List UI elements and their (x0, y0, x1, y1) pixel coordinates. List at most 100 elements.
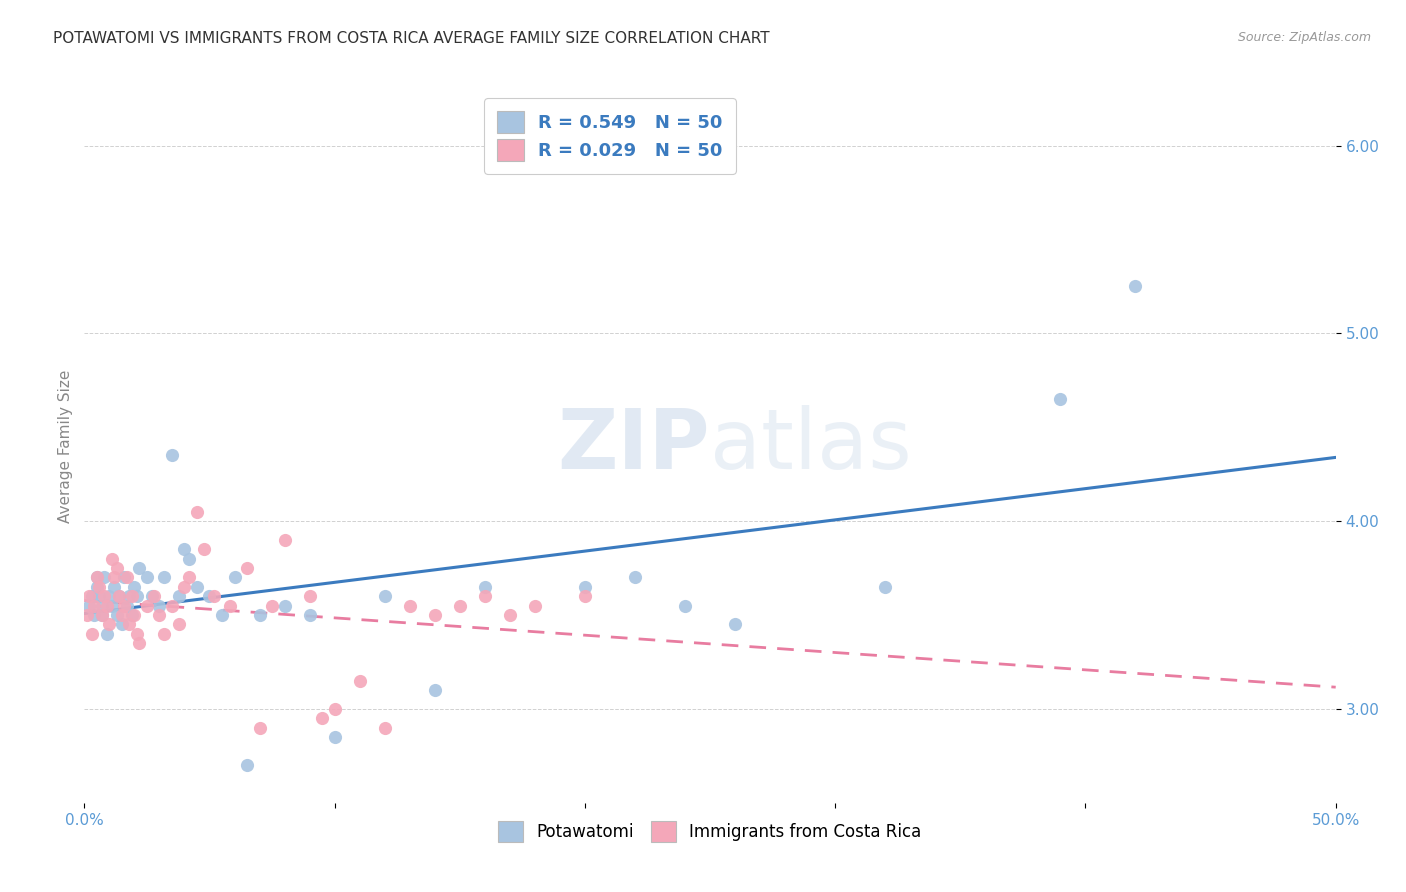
Point (273, 533, 295, 547)
Point (211, 607, 233, 622)
Text: atlas: atlas (710, 406, 911, 486)
Point (105, 607, 128, 622)
Point (143, 589, 166, 603)
Point (449, 599, 471, 613)
Point (141, 589, 163, 603)
Point (875, 580, 897, 594)
Text: ZIP: ZIP (558, 406, 710, 486)
Point (423, 607, 446, 622)
Point (323, 730, 346, 744)
Point (103, 580, 125, 594)
Point (153, 570, 176, 584)
Y-axis label: Average Family Size: Average Family Size (58, 369, 73, 523)
Point (112, 599, 135, 613)
Point (249, 607, 271, 622)
Point (111, 607, 134, 622)
Point (96, 599, 118, 613)
Point (80, 627, 103, 641)
Point (204, 589, 226, 603)
Point (398, 599, 420, 613)
Point (90, 607, 112, 622)
Point (153, 627, 176, 641)
Point (236, 561, 259, 575)
Point (169, 617, 191, 632)
Point (115, 599, 138, 613)
Point (108, 589, 131, 603)
Point (160, 599, 183, 613)
Point (173, 542, 195, 557)
Point (423, 683, 446, 698)
Point (148, 599, 170, 613)
Point (323, 702, 346, 716)
Point (76, 607, 98, 622)
Point (89, 589, 111, 603)
Point (90, 607, 112, 622)
Point (1125, 279, 1147, 293)
Point (103, 570, 125, 584)
Point (93, 589, 115, 603)
Point (124, 607, 146, 622)
Point (121, 589, 143, 603)
Point (101, 551, 124, 566)
Point (128, 636, 150, 650)
Point (273, 599, 295, 613)
Point (218, 599, 240, 613)
Point (160, 449, 183, 463)
Point (249, 721, 271, 735)
Point (89, 580, 111, 594)
Point (124, 580, 146, 594)
Point (374, 721, 396, 735)
Text: Source: ZipAtlas.com: Source: ZipAtlas.com (1237, 31, 1371, 45)
Point (112, 570, 135, 584)
Point (186, 580, 208, 594)
Point (98, 617, 121, 632)
Point (186, 505, 208, 519)
Point (1049, 392, 1071, 406)
Point (673, 599, 696, 613)
Point (523, 599, 546, 613)
Point (86, 580, 108, 594)
Point (262, 599, 284, 613)
Legend: Potawatomi, Immigrants from Costa Rica: Potawatomi, Immigrants from Costa Rica (488, 811, 932, 852)
Point (86, 570, 108, 584)
Point (79, 589, 101, 603)
Point (311, 711, 333, 725)
Point (574, 580, 596, 594)
Point (474, 580, 496, 594)
Point (136, 570, 159, 584)
Point (224, 570, 246, 584)
Point (574, 589, 596, 603)
Point (474, 589, 496, 603)
Point (98, 589, 121, 603)
Point (79, 599, 101, 613)
Point (198, 589, 221, 603)
Point (374, 589, 396, 603)
Point (83, 599, 105, 613)
Point (125, 627, 148, 641)
Point (136, 599, 159, 613)
Point (499, 607, 522, 622)
Point (298, 607, 321, 622)
Point (93, 570, 115, 584)
Point (193, 542, 215, 557)
Point (90, 599, 112, 613)
Point (349, 673, 371, 688)
Point (125, 589, 148, 603)
Point (108, 589, 131, 603)
Point (118, 589, 141, 603)
Point (111, 617, 134, 632)
Point (105, 561, 128, 575)
Point (179, 551, 201, 566)
Point (115, 570, 138, 584)
Point (236, 758, 259, 772)
Point (173, 580, 195, 594)
Point (169, 589, 191, 603)
Point (80, 589, 103, 603)
Point (298, 589, 321, 603)
Point (83, 607, 105, 622)
Point (624, 570, 647, 584)
Text: POTAWATOMI VS IMMIGRANTS FROM COSTA RICA AVERAGE FAMILY SIZE CORRELATION CHART: POTAWATOMI VS IMMIGRANTS FROM COSTA RICA… (53, 31, 770, 46)
Point (101, 599, 124, 613)
Point (179, 570, 201, 584)
Point (121, 607, 143, 622)
